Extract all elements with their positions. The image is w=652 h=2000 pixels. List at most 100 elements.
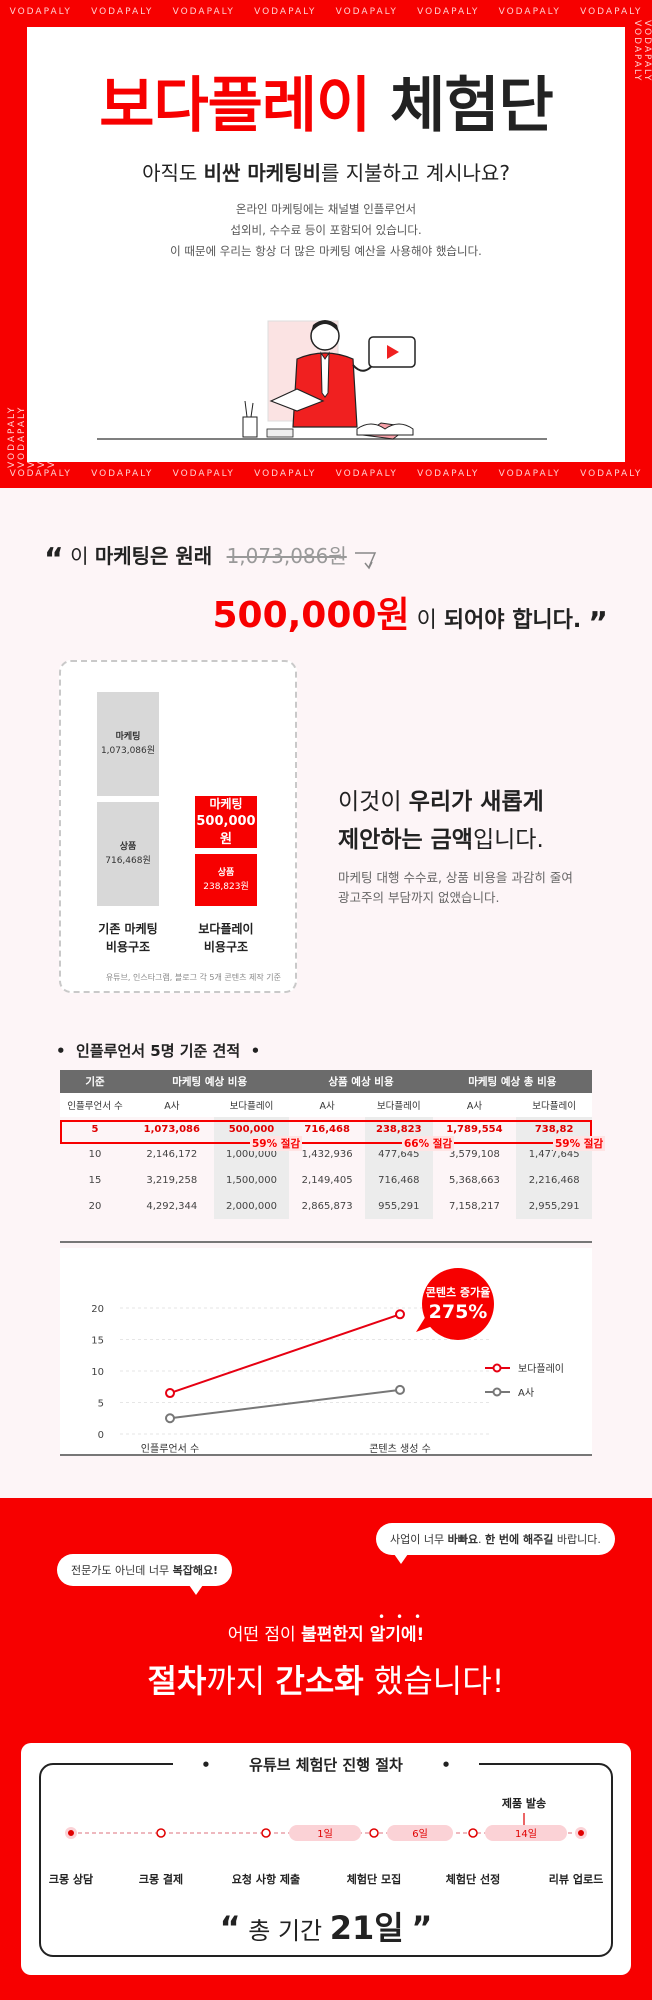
brand-band-text: VODAPALY	[91, 7, 154, 17]
bubble-tail	[189, 1585, 203, 1595]
savings-badge: 59% 절감	[250, 1136, 303, 1151]
table-subheader: A사	[289, 1093, 365, 1117]
subheading-pre: 어떤 점이	[227, 1625, 302, 1645]
caption-line: 비용구조	[203, 940, 249, 954]
bar-value: 716,468원	[105, 856, 151, 866]
process-section: 전문가도 아닌데 너무 복잡해요! 사업이 너무 바빠요. 한 번에 해주길 바…	[0, 1498, 652, 2000]
table-header: 마케팅 예상 비용	[130, 1070, 290, 1093]
quote-line2-bold: 되어야 합니다.	[443, 608, 582, 633]
voda-marketing-bar: 마케팅 500,000원	[195, 796, 257, 848]
proposal-line1-pre: 이것이	[338, 789, 409, 815]
data-point	[395, 1309, 405, 1320]
brand-band-bottom: VODAPALY VODAPALY VODAPALY VODAPALY VODA…	[0, 469, 652, 479]
bubble-text-bold: 바빠요	[447, 1533, 478, 1546]
content-growth-chart: 0 5 10 15 20 인플루언서 수 콘텐츠 생성 수 보다플레이 A사 콘텐츠 증가율…	[60, 1248, 592, 1456]
brand-band-text: VODAPALY	[580, 7, 643, 17]
brand-band-text: VODAPALY	[9, 469, 72, 479]
complaint-bubble-right: 사업이 너무 바빠요. 한 번에 해주길 바랍니다.	[376, 1523, 615, 1564]
table-cell: 2,146,172	[146, 1148, 198, 1160]
brand-band-text: VODAPALY	[498, 469, 561, 479]
table-subheader: 인플루언서 수	[60, 1093, 130, 1117]
table-cell: 2,955,291	[516, 1193, 592, 1219]
process-heading: 절차까지 간소화 했습니다!	[0, 1656, 652, 1702]
quote-line-1: “ 이 마케팅은 원래 1,073,086원	[44, 540, 379, 577]
duration-label: 14일	[515, 1828, 537, 1840]
hero-desc-line: 온라인 마케팅에는 채널별 인플루언서	[235, 202, 417, 216]
step-label: 요청 사항 제출	[231, 1873, 301, 1886]
total-duration: “ 총 기간 21일 ”	[41, 1903, 611, 1949]
table-header-row: 기준 마케팅 예상 비용 상품 예상 비용 마케팅 예상 총 비용	[60, 1070, 592, 1093]
chart-series	[165, 1309, 405, 1424]
legend-label: 보다플레이	[518, 1363, 564, 1375]
hero-subtitle: 아직도 비싼 마케팅비를 지불하고 계시나요?	[27, 157, 625, 186]
series-line	[169, 1313, 401, 1394]
table-cell: 3,579,108	[449, 1148, 500, 1160]
series-line	[169, 1388, 401, 1420]
cost-structure-comparison: 마케팅 1,073,086원 상품 716,468원 마케팅 500,000원 …	[59, 660, 297, 993]
y-tick-label: 5	[98, 1399, 104, 1410]
y-tick-label: 20	[91, 1304, 104, 1315]
bar-label: 상품	[119, 842, 137, 852]
table-row-highlight: 5 1,073,086 500,000 716,468 238,823 1,78…	[60, 1117, 592, 1141]
proposal-desc-line: 마케팅 대행 수수료, 상품 비용을 과감히 줄여	[338, 870, 573, 885]
voda-caption: 보다플레이 비용구조	[179, 920, 273, 956]
timeline-node	[65, 1827, 77, 1839]
table-cell: 5	[91, 1123, 99, 1135]
savings-badge: 59% 절감	[553, 1136, 606, 1151]
chart-legend: 보다플레이 A사	[485, 1363, 564, 1399]
legend-marker	[492, 1363, 502, 1373]
process-subheading: 어떤 점이 불편한지 알기에!	[0, 1620, 652, 1645]
highlight-frame	[60, 1120, 592, 1144]
table-cell: 2,000,000	[213, 1193, 290, 1219]
table-subheader: 보다플레이	[213, 1093, 290, 1117]
shipping-label: 제품 발송	[502, 1796, 546, 1810]
process-card: • 유튜브 체험단 진행 절차 • 1일 6일 14일 제품 발송	[21, 1743, 631, 1975]
hero-card: 보다플레이 체험단 아직도 비싼 마케팅비를 지불하고 계시나요? 온라인 마케…	[27, 27, 625, 462]
bar-value: 500,000원	[196, 814, 256, 847]
brand-band-text: VODAPALY	[172, 7, 235, 17]
hero-title-suffix: 체험단	[390, 71, 554, 141]
legend-label: A사	[518, 1387, 534, 1399]
step-label: 리뷰 업로드	[548, 1873, 604, 1886]
growth-badge-tail	[416, 1316, 438, 1332]
proposal-description: 마케팅 대행 수수료, 상품 비용을 과감히 줄여 광고주의 부담까지 없앴습니…	[338, 868, 573, 908]
duration-label: 1일	[317, 1828, 333, 1840]
table-cell: 3,219,258	[146, 1174, 198, 1186]
close-quote-icon: ”	[588, 606, 608, 641]
timeline-node	[468, 1828, 478, 1838]
data-point	[395, 1384, 405, 1395]
table-row: 10 2,146,172 1,000,000 1,432,936 477,645…	[60, 1141, 592, 1167]
arrow-down-icon	[355, 552, 377, 570]
step-label: 크몽 상담	[48, 1873, 94, 1886]
table-subheader-row: 인플루언서 수 A사 보다플레이 A사 보다플레이 A사 보다플레이	[60, 1093, 592, 1117]
bubble-text: 전문가도 아닌데 너무	[71, 1564, 173, 1577]
bullet-icon: •	[187, 1756, 236, 1774]
brand-band-text: VODAPALY	[642, 20, 652, 83]
table-subheader: 보다플레이	[364, 1093, 433, 1117]
quote-line2-mid: 이	[416, 608, 444, 633]
hero-desc-line: 이 때문에 우리는 항상 더 많은 마케팅 예산을 사용해야 했습니다.	[170, 244, 482, 258]
total-value: 21일	[329, 1909, 404, 1947]
table-header: 상품 예상 비용	[289, 1070, 433, 1093]
bubble-tail	[394, 1554, 408, 1564]
step-label: 크몽 결제	[138, 1873, 184, 1886]
existing-caption: 기존 마케팅 비용구조	[81, 920, 175, 956]
heading-text: 까지	[206, 1662, 276, 1700]
original-price: 1,073,086원	[226, 544, 347, 568]
table-cell: 1,073,086	[143, 1123, 200, 1135]
proposal-line2-bold: 제안하는 금액	[338, 827, 473, 853]
proposal-line2-post: 입니다.	[472, 827, 544, 853]
duration-pill	[387, 1825, 453, 1841]
complaint-bubble-left: 전문가도 아닌데 너무 복잡해요!	[57, 1554, 233, 1595]
hero-subtitle-pre: 아직도	[142, 161, 204, 185]
table-cell: 716,468	[364, 1167, 433, 1193]
table-cell: 7,158,217	[449, 1200, 500, 1212]
caption-line: 비용구조	[105, 940, 151, 954]
bar-label: 마케팅	[115, 732, 141, 742]
hero-subtitle-post: 를 지불하고 계시나요?	[321, 161, 510, 185]
quote-line1-bold: 마케팅은 원래	[94, 544, 213, 568]
savings-badge: 66% 절감	[402, 1136, 455, 1151]
process-title-text: 유튜브 체험단 진행 절차	[235, 1756, 417, 1774]
timeline-node	[369, 1828, 379, 1838]
